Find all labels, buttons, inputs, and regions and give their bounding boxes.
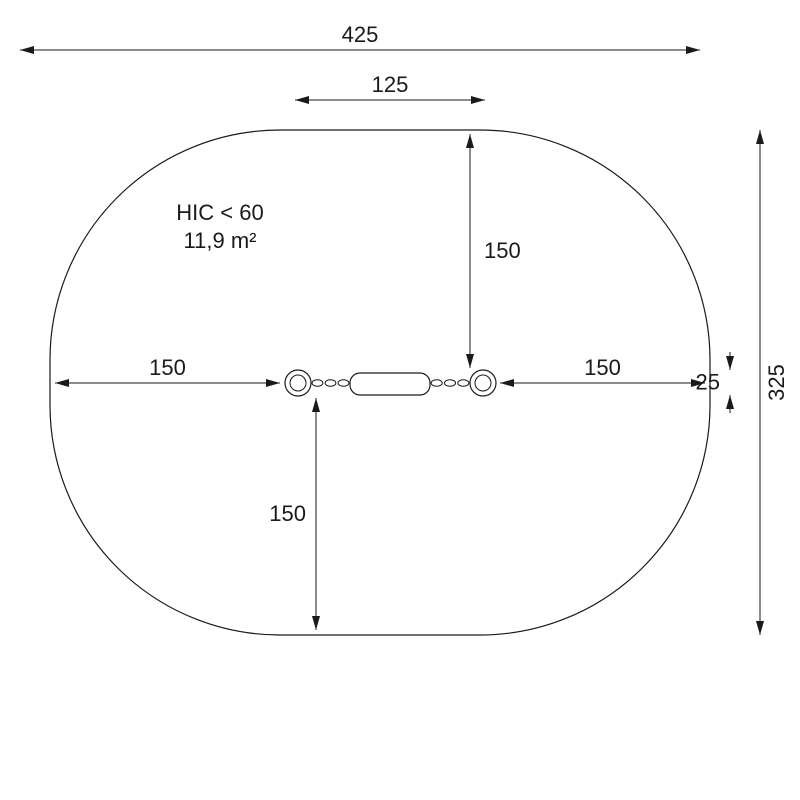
seat xyxy=(350,373,430,395)
post-right xyxy=(470,370,496,396)
chain-link xyxy=(458,380,469,386)
dim-bottom-clear-label: 150 xyxy=(269,501,306,526)
dim-total-height-label: 325 xyxy=(764,364,789,401)
dimension-drawing: HIC < 60 11,9 m² 425 125 150 150 150 150 325 25 xyxy=(0,0,800,800)
dim-top-clear-label: 150 xyxy=(484,238,521,263)
chain-link xyxy=(312,380,323,386)
post-right-inner xyxy=(475,375,491,391)
chain-link xyxy=(431,380,442,386)
dim-total-width-label: 425 xyxy=(342,22,379,47)
dim-spring-span-label: 125 xyxy=(372,72,409,97)
post-left-inner xyxy=(290,375,306,391)
chain-link xyxy=(444,380,455,386)
note-hic: HIC < 60 xyxy=(176,200,263,225)
dim-seat-height-label: 25 xyxy=(696,370,720,395)
note-area: 11,9 m² xyxy=(184,228,257,253)
dim-left-clear-label: 150 xyxy=(149,355,186,380)
chain-link xyxy=(325,380,336,386)
post-left xyxy=(285,370,311,396)
dim-right-clear-label: 150 xyxy=(584,355,621,380)
chain-link xyxy=(338,380,349,386)
